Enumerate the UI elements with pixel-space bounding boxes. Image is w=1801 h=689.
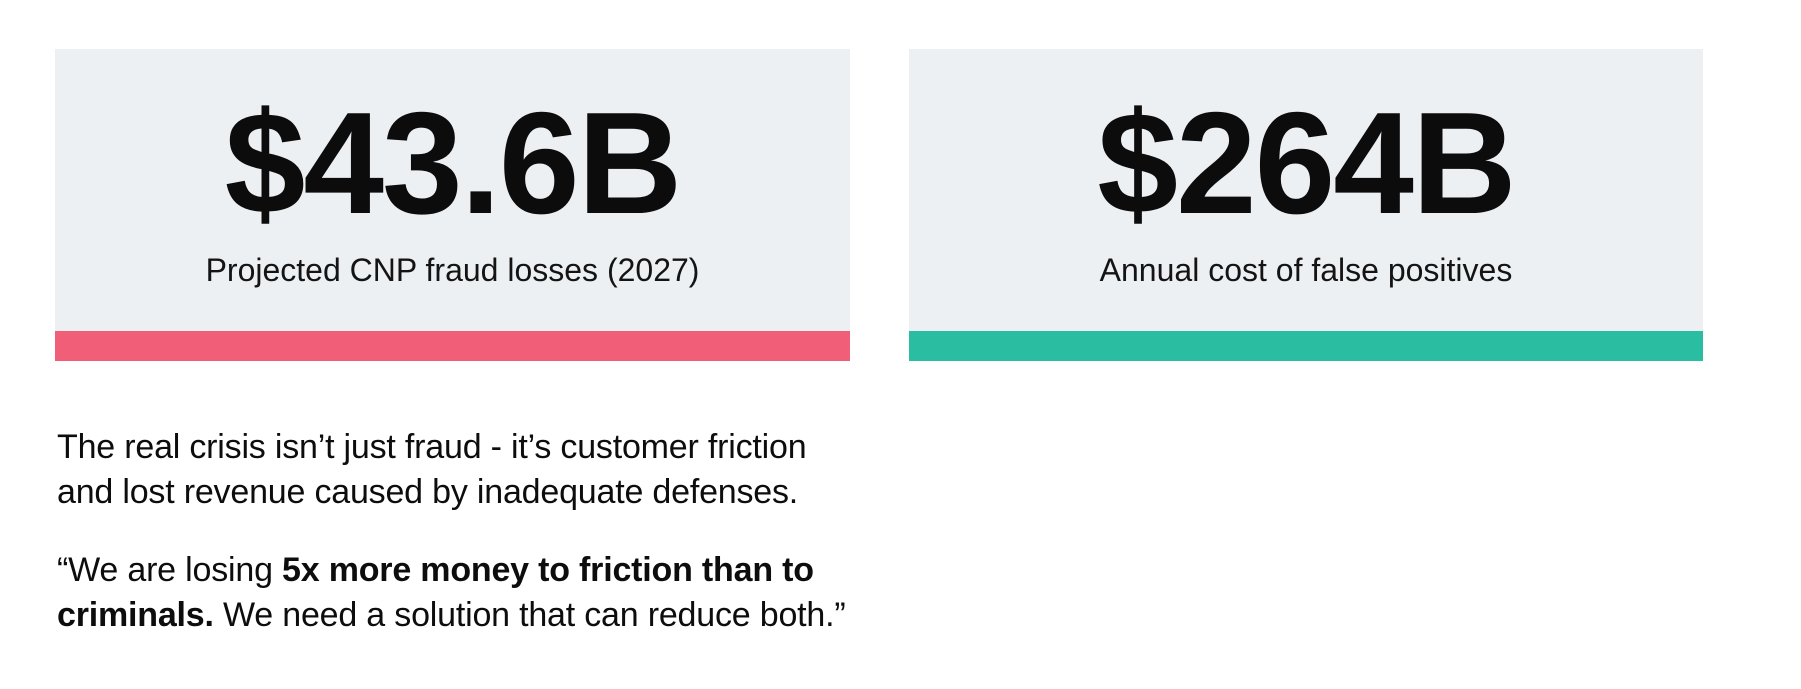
intro-line-1: The real crisis isn’t just fraud - it’s … [57, 428, 807, 466]
quote-line2-bold: criminals. [57, 596, 214, 634]
quote-line1-bold: 5x more money to friction than to [282, 551, 814, 589]
intro-line-2: and lost revenue caused by inadequate de… [57, 473, 799, 511]
stat-card-cnp-fraud: $43.6B Projected CNP fraud losses (2027) [55, 49, 850, 361]
accent-bar-pink [55, 331, 850, 361]
stat-label-false-positives: Annual cost of false positives [1099, 252, 1513, 288]
stat-card-false-positives-body: $264B Annual cost of false positives [909, 49, 1703, 331]
stat-card-false-positives: $264B Annual cost of false positives [909, 49, 1703, 361]
accent-bar-teal [909, 331, 1703, 361]
quote-paragraph: “We are losing 5x more money to friction… [57, 548, 846, 638]
stat-value-false-positives: $264B [1097, 82, 1516, 244]
stat-label-cnp-fraud: Projected CNP fraud losses (2027) [205, 252, 700, 288]
stat-value-cnp-fraud: $43.6B [224, 82, 683, 244]
body-copy: The real crisis isn’t just fraud - it’s … [57, 425, 846, 638]
stat-card-cnp-fraud-body: $43.6B Projected CNP fraud losses (2027) [55, 49, 850, 331]
intro-paragraph: The real crisis isn’t just fraud - it’s … [57, 425, 845, 515]
quote-line2-normal: We need a solution that can reduce both.… [213, 596, 846, 634]
quote-line1-normal: “We are losing [57, 551, 283, 589]
